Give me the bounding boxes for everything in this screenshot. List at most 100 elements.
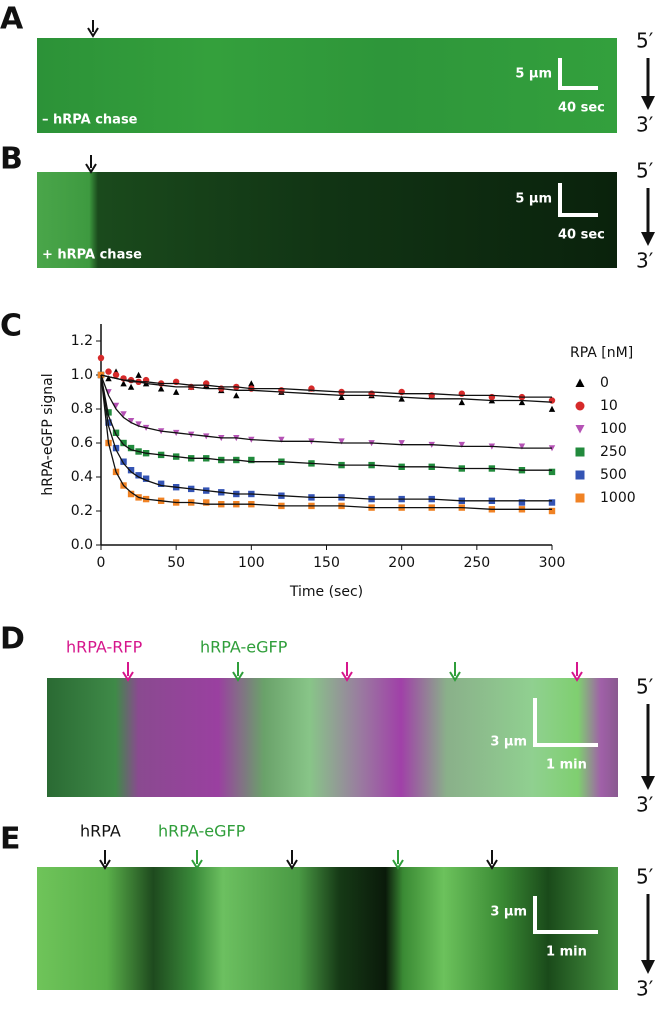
x-tick-label: 0 [97, 555, 106, 571]
scale-bar [558, 183, 598, 217]
legend-marker [575, 493, 585, 503]
point [127, 490, 135, 498]
point [120, 411, 127, 418]
arrow [286, 859, 298, 870]
arrow [392, 859, 404, 870]
direction-arrow [641, 232, 655, 246]
direction-arrow [641, 96, 655, 110]
caption: + hRPA chase [42, 248, 142, 263]
point [127, 418, 135, 425]
fit-line [100, 374, 553, 403]
legend-label: 0 [600, 375, 609, 391]
legend-label: 10 [600, 398, 618, 414]
strand-end: 3′ [636, 793, 654, 817]
legend-marker [575, 378, 585, 388]
legend-title: RPA [nM] [570, 345, 633, 361]
legend-marker [575, 447, 585, 457]
point [112, 371, 120, 379]
x-tick-label: 100 [238, 555, 265, 571]
kymograph [47, 678, 618, 797]
legend-label: 500 [600, 467, 627, 483]
scale-label: 5 µm [515, 192, 552, 207]
y-tick-label: 1.2 [71, 333, 93, 349]
point [398, 440, 405, 447]
point [135, 371, 142, 378]
arrow [341, 671, 353, 682]
scale-label: 3 µm [490, 735, 527, 750]
arrow [571, 671, 583, 682]
legend-label: 100 [600, 421, 627, 437]
arrow [85, 163, 97, 174]
point [338, 438, 345, 445]
channel-label: hRPA-eGFP [200, 638, 288, 657]
strand-end: 5′ [636, 865, 654, 889]
point [105, 375, 112, 382]
legend-label: 250 [600, 444, 627, 460]
strand-end: 3′ [636, 977, 654, 1001]
point [127, 383, 135, 390]
point [338, 393, 345, 400]
kymograph [37, 38, 617, 133]
point [278, 436, 285, 443]
arrow [449, 671, 461, 682]
point [127, 467, 135, 474]
channel-label: hRPA [80, 822, 121, 841]
direction-arrow [641, 960, 655, 974]
arrow [122, 671, 134, 682]
channel-label: hRPA-RFP [66, 638, 143, 657]
scale-label: 40 sec [558, 101, 605, 116]
scale-label: 3 µm [490, 905, 527, 920]
x-tick-label: 250 [463, 555, 490, 571]
point [548, 405, 556, 412]
channel-label: hRPA-eGFP [158, 822, 246, 841]
point [135, 421, 142, 428]
strand-end: 5′ [636, 29, 654, 53]
legend-marker [575, 401, 585, 411]
scale-label: 1 min [546, 758, 587, 773]
arrow [191, 859, 203, 870]
legend-marker [575, 424, 585, 434]
arrow [232, 671, 244, 682]
arrow [87, 27, 99, 38]
scale-label: 5 µm [515, 67, 552, 82]
scale-label: 1 min [546, 945, 587, 960]
strand-end: 3′ [636, 113, 654, 137]
x-tick-label: 300 [539, 555, 566, 571]
point [120, 380, 127, 387]
scale-bar [558, 58, 598, 90]
arrow [99, 859, 111, 870]
x-tick-label: 50 [167, 555, 185, 571]
y-tick-label: 0.0 [71, 537, 93, 553]
point [97, 354, 105, 362]
panel-letter: D [0, 622, 25, 657]
strand-end: 3′ [636, 249, 654, 273]
panel-letter: B [0, 142, 23, 177]
fit-line [100, 374, 552, 502]
point [112, 402, 120, 409]
scale-bar [533, 698, 598, 747]
legend-marker [575, 470, 585, 480]
y-axis-label: hRPA-eGFP signal [40, 373, 56, 495]
caption: – hRPA chase [42, 113, 138, 128]
legend-label: 1000 [600, 490, 636, 506]
point [518, 443, 526, 450]
x-tick-label: 200 [388, 555, 415, 571]
y-tick-label: 1.0 [71, 367, 93, 383]
point [172, 388, 180, 395]
scale-label: 40 sec [558, 228, 605, 243]
y-tick-label: 0.2 [71, 503, 93, 519]
x-tick-label: 150 [313, 555, 340, 571]
scale-bar [533, 896, 598, 934]
point [120, 439, 127, 447]
strand-end: 5′ [636, 159, 654, 183]
point [248, 380, 255, 387]
panel-letter: A [0, 2, 24, 37]
fit-line [100, 374, 552, 471]
point [458, 399, 465, 406]
x-axis-label: Time (sec) [289, 584, 363, 600]
kymograph [37, 172, 617, 268]
point [548, 397, 556, 404]
point [157, 385, 165, 392]
point [105, 368, 112, 375]
